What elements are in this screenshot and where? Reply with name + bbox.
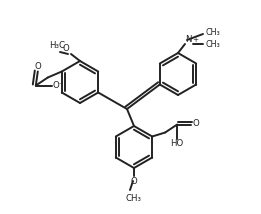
Text: O: O: [62, 44, 69, 53]
Text: N: N: [185, 35, 192, 44]
Text: O: O: [34, 61, 41, 70]
Text: H₃C: H₃C: [49, 41, 65, 50]
Text: O: O: [192, 119, 199, 128]
Text: O⁻: O⁻: [53, 81, 64, 90]
Text: O: O: [130, 177, 137, 186]
Text: HO: HO: [170, 140, 184, 149]
Text: CH₃: CH₃: [205, 28, 220, 37]
Text: +: +: [192, 37, 198, 43]
Text: CH₃: CH₃: [126, 194, 142, 203]
Text: CH₃: CH₃: [205, 40, 220, 49]
